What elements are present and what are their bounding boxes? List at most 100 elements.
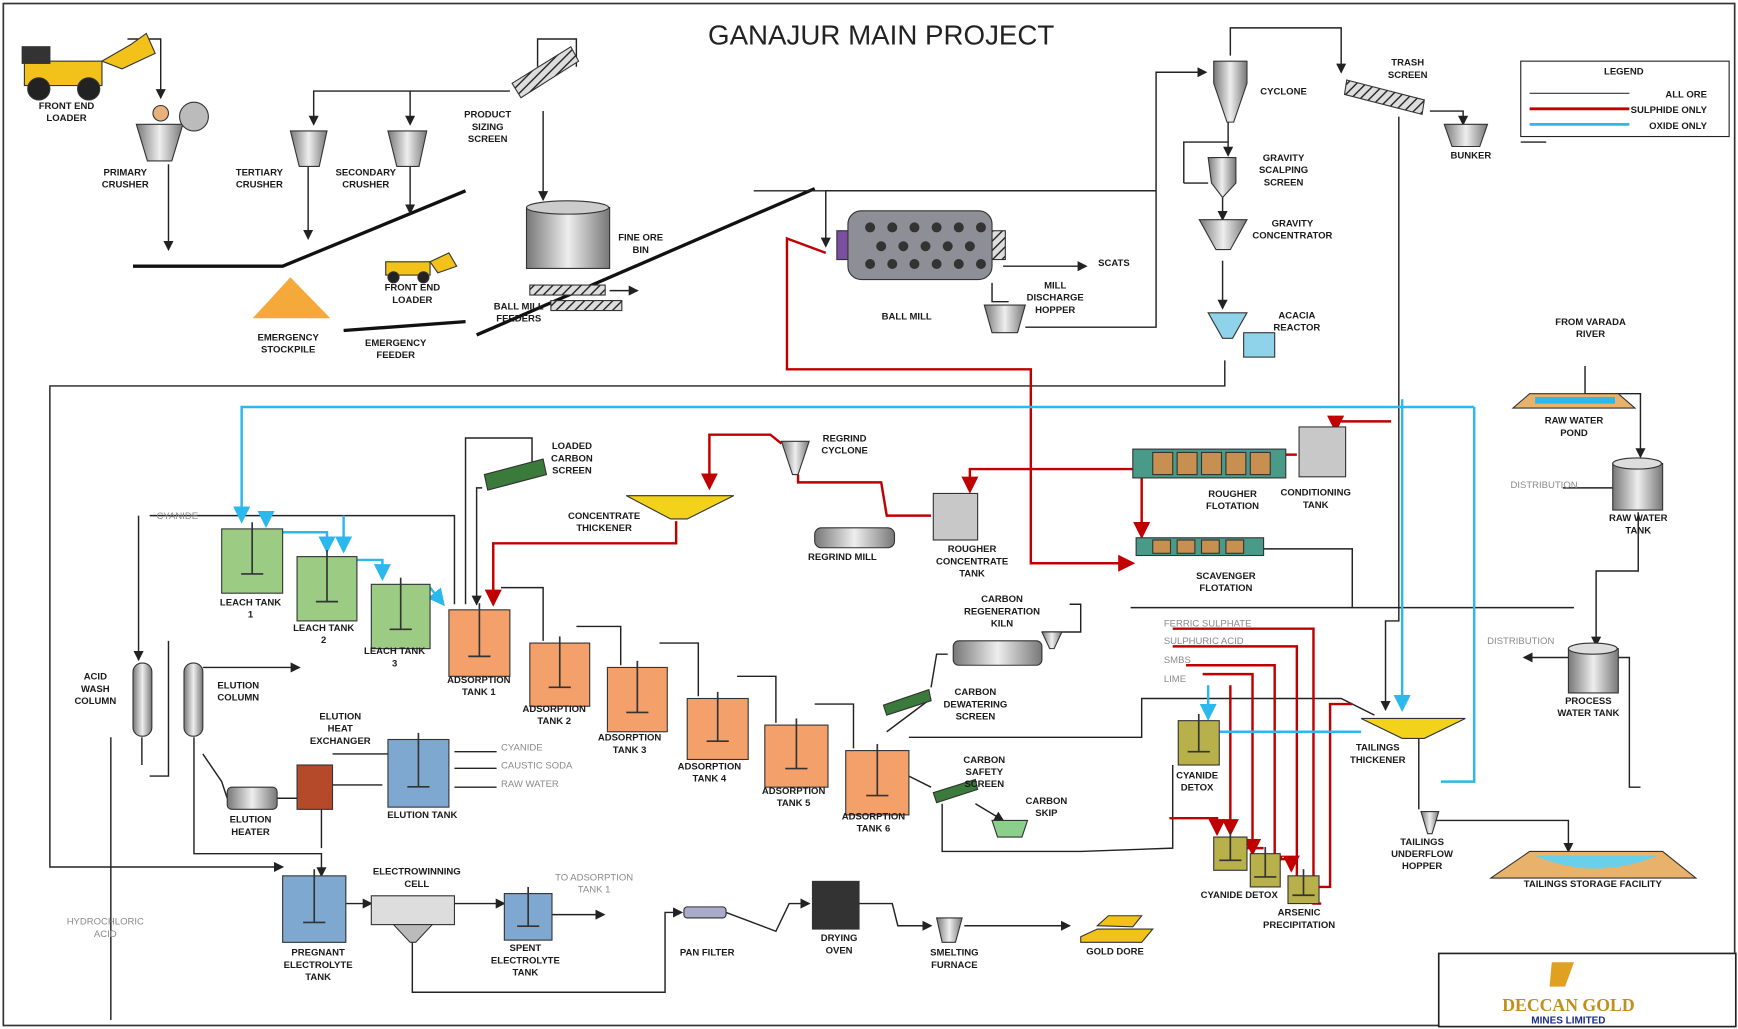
equipment-label: CRUSHER [342,180,389,191]
equipment-label: COLUMN [74,696,116,707]
equipment-label: RAW WATER [501,779,559,790]
equipment-label: ADSORPTION [447,675,511,686]
equipment-label: TANK 3 [613,745,647,756]
equipment-label: CAUSTIC SODA [501,760,573,771]
equipment-label: ELUTION [319,712,361,723]
equipment-label: CARBON [963,755,1005,766]
equipment-label: TAILINGS [1400,837,1444,848]
legend-item: ALL ORE [1665,90,1707,101]
equipment-label: SCAVENGER [1196,571,1256,582]
equipment-label: 2 [321,635,326,646]
equipment-label: DISTRIBUTION [1487,636,1554,647]
equipment-label: CONCENTRATE [568,511,640,522]
equipment-label: TANK [959,569,985,580]
equipment-label: ACID [84,672,107,683]
equipment-label: ADSORPTION [678,761,742,772]
equipment-label: THICKENER [576,523,632,534]
equipment-label: SAFETY [966,767,1004,778]
equipment-label: SCREEN [964,779,1004,790]
equipment-label: KILN [991,618,1013,629]
equipment-label: CONDITIONING [1281,488,1351,499]
equipment-label: ADSORPTION [842,811,906,822]
equipment-label: PRECIPITATION [1263,920,1335,931]
equipment-label: DRYING [821,933,858,944]
equipment-label: CARBON [955,687,997,698]
equipment-label: CONCENTRATE [936,556,1008,567]
equipment-label: CYANIDE [1176,770,1218,781]
legend-title: LEGEND [1604,66,1644,77]
equipment-label: FINE ORE [618,233,663,244]
equipment-label: ADSORPTION [762,786,826,797]
equipment-label: 1 [248,610,254,621]
equipment-label: REGENERATION [964,606,1040,617]
equipment-label: CYANIDE [157,511,199,522]
equipment-label: DISTRIBUTION [1510,480,1577,491]
equipment-label: CYANIDE DETOX [1201,890,1279,901]
equipment-label: REGRIND [823,433,867,444]
equipment-label: ELUTION TANK [387,810,457,821]
equipment-label: ADSORPTION [522,704,586,715]
equipment-label: 3 [392,658,397,669]
equipment-label: BALL MILL [494,301,544,312]
equipment-label: HEATER [231,827,270,838]
equipment-label: SULPHURIC ACID [1164,636,1244,647]
page: {"title":"GANAJUR MAIN PROJECT", "legend… [0,0,1738,1029]
equipment-label: ELUTION [230,815,272,826]
equipment-label: PAN FILTER [680,948,735,959]
equipment-label: TANK [1625,525,1651,536]
equipment-label: WASH [81,684,110,695]
equipment-label: HEAT [328,724,353,735]
equipment-label: SPENT [510,943,542,954]
equipment-label: TANK 4 [693,774,727,785]
equipment-label: POND [1560,428,1588,439]
equipment-label: CELL [404,879,429,890]
equipment-label: SCREEN [552,465,592,476]
equipment-label: LEACH TANK [293,623,354,634]
equipment-label: EMERGENCY [258,332,320,343]
equipment-label: TANK 5 [777,798,811,809]
equipment-label: COLUMN [217,693,259,704]
equipment-label: FERRIC SULPHATE [1164,618,1252,629]
equipment-label: FURNACE [931,960,978,971]
equipment-label: DEWATERING [944,699,1008,710]
equipment-label: CRUSHER [236,180,283,191]
equipment-label: ELECTROLYTE [491,955,560,966]
equipment-label: TO ADSORPTION [555,872,633,883]
equipment-label: FLOTATION [1206,501,1259,512]
equipment-label: PRIMARY [103,167,147,178]
equipment-label: ACACIA [1278,310,1315,321]
equipment-label: RAW WATER [1545,416,1604,427]
equipment-label: RAW WATER [1609,513,1668,524]
equipment-label: REGRIND MILL [808,552,877,563]
equipment-label: SCATS [1098,258,1130,269]
equipment-label: WATER TANK [1557,708,1619,719]
equipment-label: MILL [1044,280,1066,291]
equipment-label: EXCHANGER [310,736,371,747]
equipment-label: EMERGENCY [365,338,427,349]
equipment-label: TANK 2 [537,716,571,727]
equipment-label: SCREEN [468,134,508,145]
equipment-label: CYCLONE [821,446,868,457]
equipment-label: DETOX [1181,782,1214,793]
equipment-label: DISCHARGE [1027,293,1084,304]
equipment-label: LOADER [392,295,432,306]
equipment-label: ELECTROWINNING [373,867,461,878]
equipment-label: BIN [632,245,649,256]
equipment-label: TAILINGS [1356,743,1400,754]
equipment-label: HOPPER [1035,305,1075,316]
logo-subtitle: MINES LIMITED [1531,1015,1605,1026]
equipment-label: SCREEN [1264,177,1304,188]
equipment-label: TANK [1303,500,1329,511]
equipment-label: TANK 6 [857,824,891,835]
equipment-label: TERTIARY [236,167,284,178]
equipment-label: HOPPER [1402,861,1442,872]
equipment-label: CARBON [981,594,1023,605]
equipment-label: LOADER [46,113,86,124]
equipment-label: ARSENIC [1278,908,1321,919]
title: GANAJUR MAIN PROJECT [708,20,1054,51]
equipment-label: FROM VARADA [1555,317,1626,328]
equipment-label: TRASH [1391,58,1424,69]
equipment-label: SMBS [1164,655,1191,666]
equipment-label: HYDROCHLORIC [67,917,144,928]
equipment-label: FRONT END [385,283,441,294]
